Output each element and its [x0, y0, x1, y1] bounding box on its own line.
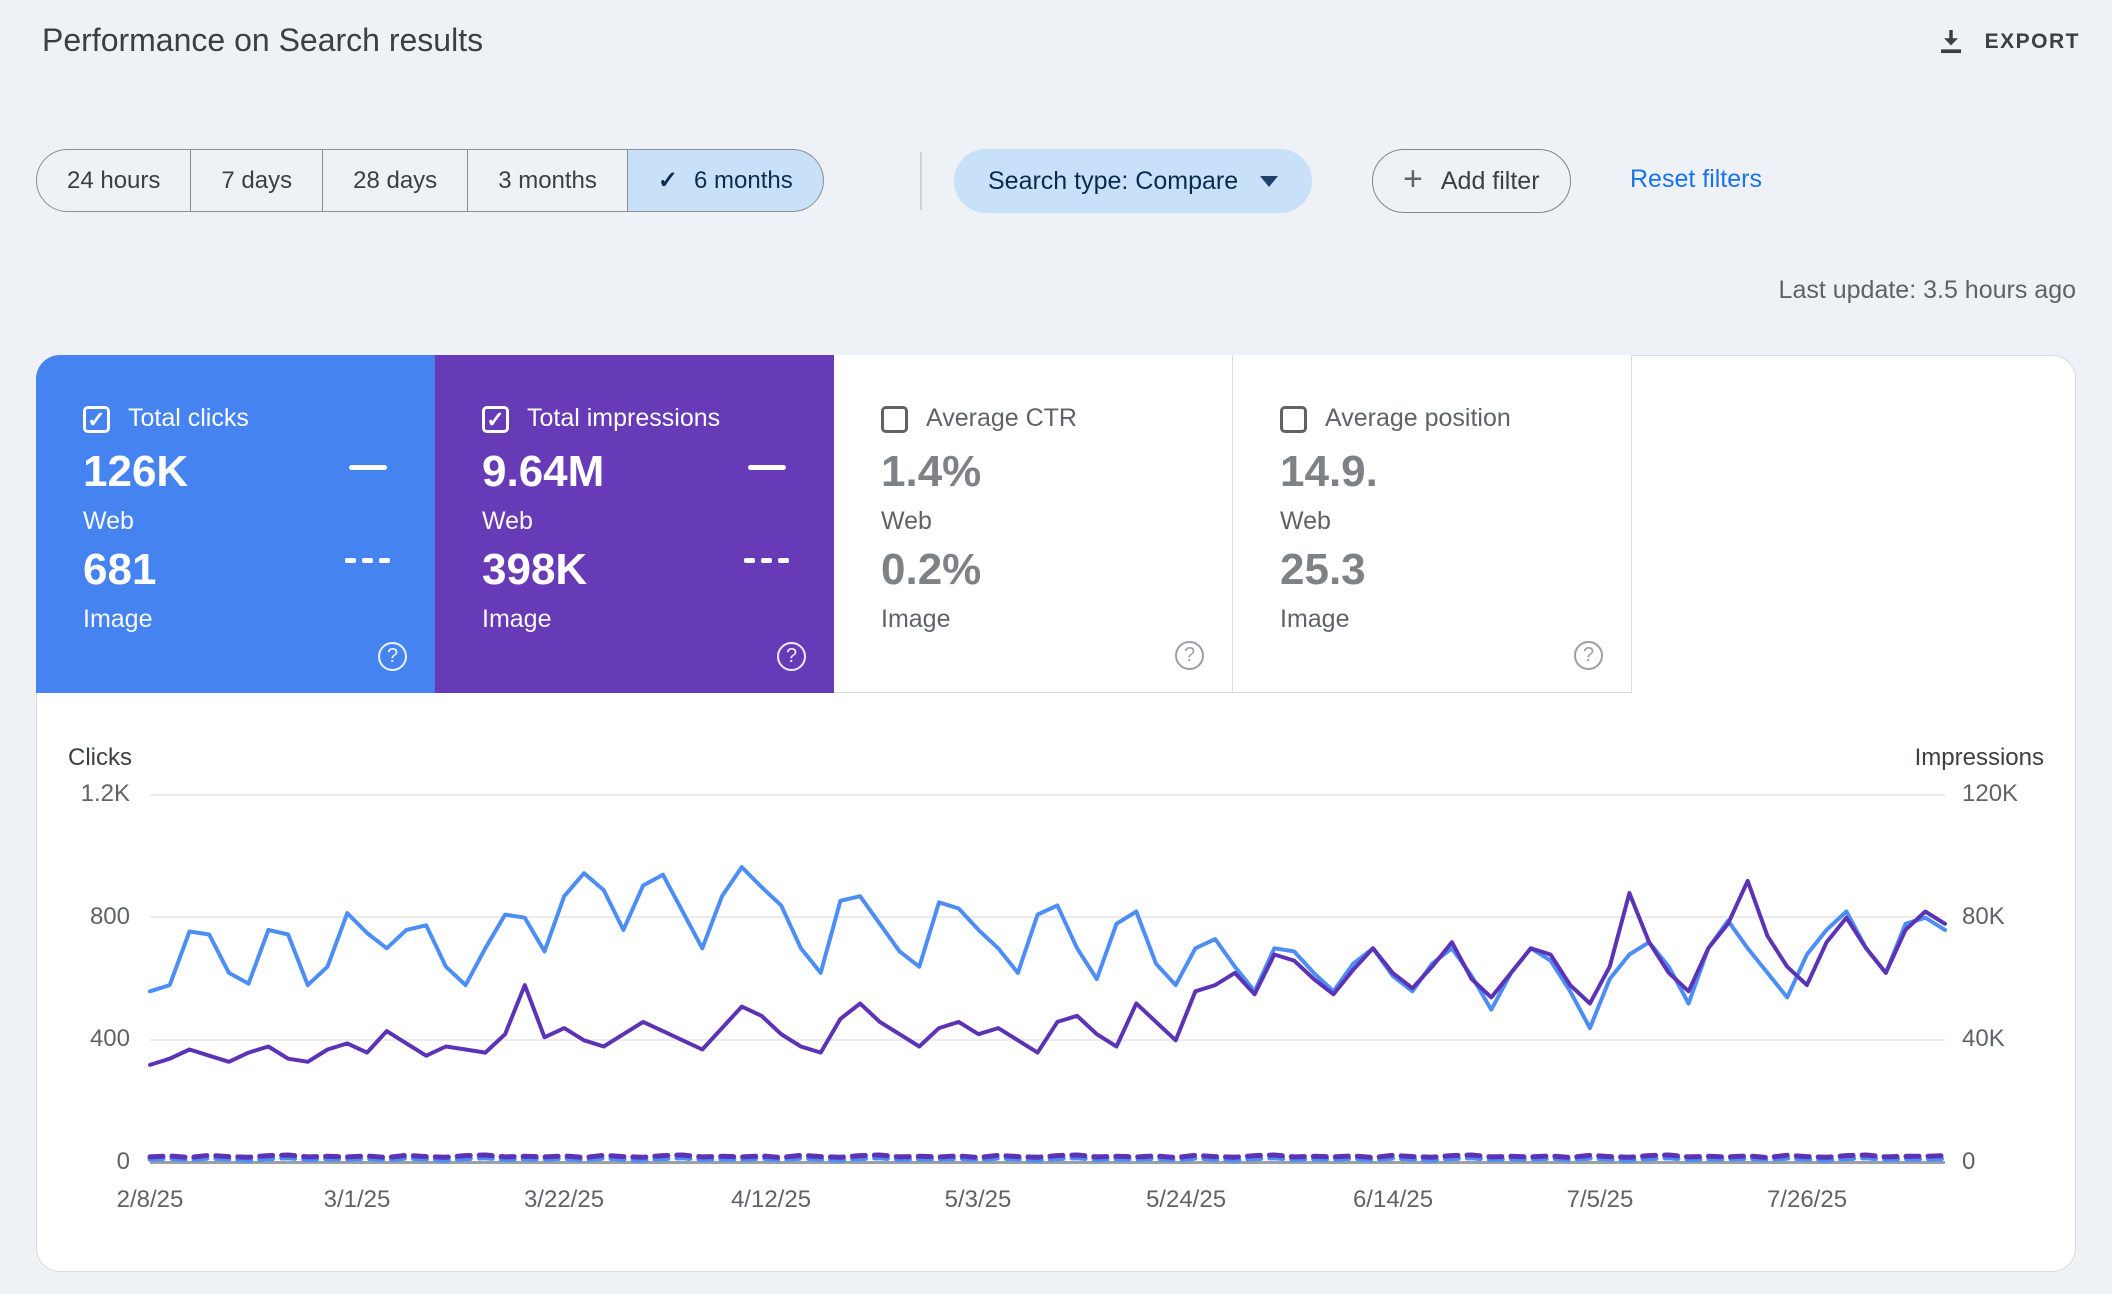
chevron-down-icon [1260, 175, 1279, 187]
help-icon[interactable]: ? [777, 642, 806, 671]
average-position-checkbox-unchecked[interactable] [1280, 406, 1307, 433]
gridline [150, 916, 1945, 918]
x-axis-tick: 4/12/25 [730, 1186, 812, 1213]
right-axis-title: Impressions [1914, 744, 2044, 771]
total-impressions-web-value: 9.64M [482, 447, 605, 496]
x-axis-tick: 3/1/25 [323, 1186, 391, 1213]
card-average-ctr[interactable]: Average CTR 1.4% Web 0.2% Image ? [834, 355, 1233, 693]
left-axis-tick: 800 [89, 903, 130, 930]
image-sublabel: Image [482, 605, 552, 633]
export-label: EXPORT [1984, 30, 2080, 53]
right-axis-tick: 0 [1962, 1148, 1976, 1175]
card-average-position[interactable]: Average position 14.9. Web 25.3 Image ? [1233, 355, 1632, 693]
metric-cards-row: ✓ Total clicks 126K Web 681 Image ? ✓ To… [36, 355, 2076, 693]
page-title: Performance on Search results [42, 22, 484, 58]
checkmark-icon: ✓ [657, 167, 679, 194]
help-icon[interactable]: ? [378, 642, 407, 671]
right-axis-tick: 120K [1962, 780, 2019, 807]
reset-filters-link[interactable]: Reset filters [1630, 165, 1762, 193]
dashed-line-indicator [744, 558, 789, 563]
x-axis-tick: 7/26/25 [1766, 1186, 1848, 1213]
help-icon[interactable]: ? [1175, 641, 1204, 670]
chip-label: 6 months [694, 167, 793, 194]
x-axis-labels: 2/8/25 3/1/25 3/22/25 4/12/25 5/3/25 5/24/25 6… [117, 1186, 1945, 1218]
left-axis-tick: 400 [89, 1025, 130, 1052]
chip-24-hours[interactable]: 24 hours [36, 149, 192, 212]
total-impressions-checkbox-checked[interactable]: ✓ [482, 406, 509, 433]
total-impressions-image-value: 398K [482, 545, 588, 594]
web-sublabel: Web [881, 507, 932, 535]
x-axis-tick: 5/24/25 [1145, 1186, 1227, 1213]
left-axis-tick: 1.2K [80, 780, 130, 807]
total-clicks-web-value: 126K [83, 447, 189, 496]
left-axis-title: Clicks [68, 744, 132, 771]
card-label: Average CTR [926, 404, 1077, 432]
chip-28-days[interactable]: 28 days [323, 149, 469, 212]
last-update-status: Last update: 3.5 hours ago [1778, 276, 2076, 304]
performance-line-chart[interactable] [147, 795, 1948, 1163]
left-axis-tick: 0 [116, 1148, 130, 1175]
total-clicks-checkbox-checked[interactable]: ✓ [83, 406, 110, 433]
series-web-impressions [148, 878, 1947, 1067]
x-axis-tick: 3/22/25 [523, 1186, 605, 1213]
dashed-line-indicator [345, 558, 390, 563]
chip-label: 3 months [498, 167, 597, 194]
help-icon[interactable]: ? [1574, 641, 1603, 670]
export-button[interactable]: EXPORT [1935, 26, 2080, 58]
search-type-dropdown[interactable]: Search type: Compare [954, 149, 1313, 213]
right-axis-tick: 80K [1962, 903, 2005, 930]
chip-label: 28 days [353, 167, 438, 194]
series-image-impressions [147, 1152, 1948, 1160]
x-axis-tick: 6/14/25 [1352, 1186, 1434, 1213]
chip-label: 7 days [221, 167, 293, 194]
card-label: Average position [1325, 404, 1511, 432]
average-ctr-web-value: 1.4% [881, 447, 982, 496]
solid-line-indicator [349, 465, 387, 470]
x-axis-tick: 5/3/25 [944, 1186, 1012, 1213]
image-sublabel: Image [1280, 605, 1350, 633]
x-axis-baseline [150, 1161, 1945, 1164]
card-total-impressions[interactable]: ✓ Total impressions 9.64M Web 398K Image… [435, 355, 834, 693]
series-web-clicks [148, 865, 1947, 1031]
date-range-chip-group: 24 hours 7 days 28 days 3 months ✓ 6 mont… [36, 149, 824, 212]
card-label: Total impressions [527, 404, 721, 432]
add-filter-button[interactable]: + Add filter [1372, 149, 1571, 213]
x-axis-tick: 2/8/25 [116, 1186, 184, 1213]
gridline [150, 794, 1945, 796]
chip-7-days[interactable]: 7 days [191, 149, 324, 212]
average-position-image-value: 25.3 [1280, 545, 1366, 594]
chip-6-months-selected[interactable]: ✓ 6 months [627, 149, 824, 212]
chip-label: 24 hours [67, 167, 161, 194]
image-sublabel: Image [83, 605, 153, 633]
plus-icon: + [1403, 160, 1423, 198]
x-axis-tick: 7/5/25 [1566, 1186, 1634, 1213]
download-icon [1935, 26, 1967, 58]
average-position-web-value: 14.9. [1280, 447, 1378, 496]
average-ctr-checkbox-unchecked[interactable] [881, 406, 908, 433]
series-image-clicks [147, 1155, 1948, 1163]
card-label: Total clicks [128, 404, 249, 432]
web-sublabel: Web [482, 507, 533, 535]
web-sublabel: Web [83, 507, 134, 535]
web-sublabel: Web [1280, 507, 1331, 535]
image-sublabel: Image [881, 605, 951, 633]
solid-line-indicator [748, 465, 786, 470]
search-type-label: Search type: Compare [988, 166, 1239, 195]
filter-divider [920, 152, 922, 210]
total-clicks-image-value: 681 [83, 545, 157, 594]
card-total-clicks[interactable]: ✓ Total clicks 126K Web 681 Image ? [36, 355, 435, 693]
average-ctr-image-value: 0.2% [881, 545, 982, 594]
chip-3-months[interactable]: 3 months [468, 149, 628, 212]
right-axis-tick: 40K [1962, 1025, 2005, 1052]
add-filter-label: Add filter [1440, 166, 1540, 195]
